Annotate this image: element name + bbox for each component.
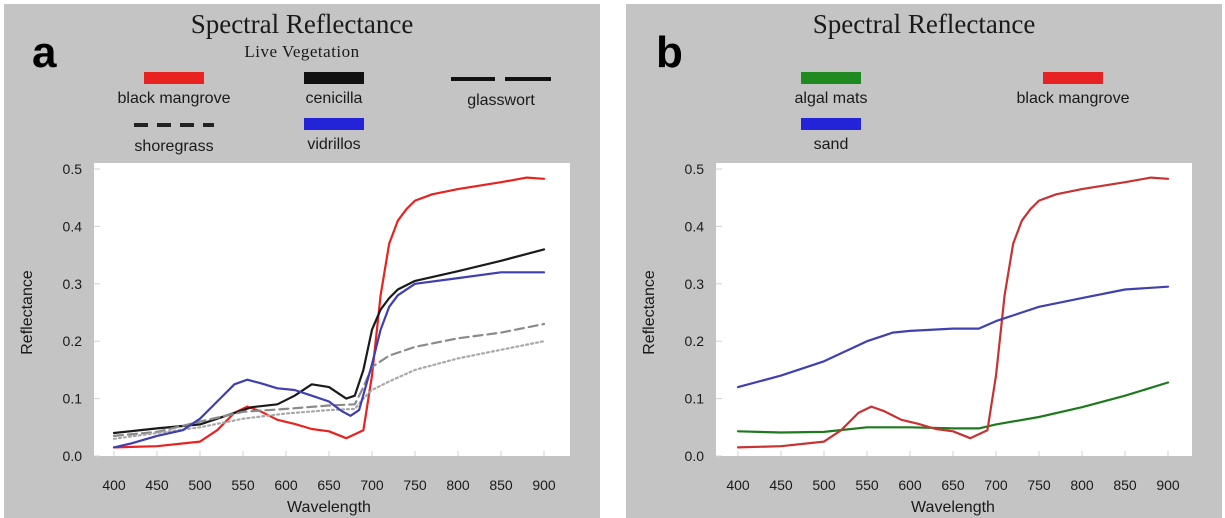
y-tick-label: 0.0 — [685, 448, 705, 464]
y-tick-label: 0.1 — [685, 391, 705, 407]
y-tick-label: 0.1 — [63, 391, 83, 407]
y-tick-label: 0.4 — [685, 218, 705, 234]
y-tick-label: 0.4 — [63, 218, 83, 234]
legend-item-glasswort: glasswort — [426, 72, 576, 110]
spectral-chart-b: 0.0 0.1 0.2 0.3 0.4 0.5 400 450 500 550 600 650 700 7… — [641, 161, 1192, 516]
x-tick-label: 900 — [1156, 477, 1180, 493]
series-line-black-mangrove — [112, 176, 546, 449]
y-axis-title: Reflectance — [19, 270, 36, 355]
legend-swatch — [451, 77, 551, 81]
tick-marks — [716, 168, 1169, 457]
x-tick-label: 900 — [532, 477, 556, 493]
y-tick-label: 0.5 — [63, 161, 83, 177]
legend-swatch — [801, 118, 861, 130]
legend-item-black-mangrove: black mangrove — [998, 72, 1148, 108]
chart-subtitle: Live Vegetation — [244, 42, 360, 61]
y-tick-label: 0.3 — [685, 276, 705, 292]
legend-item-cenicilla: cenicilla — [259, 72, 409, 108]
series-line-black-mangrove — [736, 176, 1170, 449]
series-line-shoregrass — [112, 340, 546, 440]
x-tick-label: 500 — [188, 477, 212, 493]
legend-swatch — [304, 72, 364, 84]
x-tick-label: 600 — [898, 477, 922, 493]
y-tick-label: 0.2 — [63, 333, 83, 349]
series-line-glasswort — [112, 322, 546, 437]
x-tick-label: 800 — [446, 477, 470, 493]
spectral-chart-a: 0.0 0.1 0.2 0.3 0.4 0.5 400 450 500 550 600 650 700 7… — [19, 161, 570, 516]
series-line-sand — [736, 285, 1170, 389]
x-tick-label: 400 — [102, 477, 126, 493]
y-tick-label: 0.5 — [685, 161, 705, 177]
x-axis-title: Wavelength — [287, 499, 371, 516]
legend-item-sand: sand — [756, 118, 906, 154]
plot-area — [716, 163, 1192, 456]
y-tick-label: 0.3 — [63, 276, 83, 292]
x-tick-label: 650 — [941, 477, 965, 493]
legend-swatch — [304, 118, 364, 130]
legend-item-algal-mats: algal mats — [756, 72, 906, 108]
legend-item-shoregrass: shoregrass — [99, 118, 249, 156]
series-line-algal-mats — [736, 381, 1170, 434]
legend-label: vidrillos — [307, 136, 361, 153]
x-tick-label: 550 — [231, 477, 255, 493]
legend-label: algal mats — [794, 90, 868, 107]
x-tick-label: 600 — [274, 477, 298, 493]
y-tick-label: 0.0 — [63, 448, 83, 464]
tick-marks — [94, 168, 545, 457]
x-tick-label: 750 — [1027, 477, 1051, 493]
chart-panel-a: Spectral Reflectance Live Vegetation a b… — [4, 4, 600, 518]
x-tick-label: 400 — [726, 477, 750, 493]
x-tick-label: 800 — [1070, 477, 1094, 493]
legend-swatch — [801, 72, 861, 84]
x-tick-label: 850 — [1113, 477, 1137, 493]
legend-label: sand — [813, 136, 849, 153]
x-tick-label: 450 — [145, 477, 169, 493]
legend-label: cenicilla — [305, 90, 363, 107]
x-tick-label: 700 — [360, 477, 384, 493]
legend-label: black mangrove — [1016, 90, 1130, 107]
legend-item-black-mangrove: black mangrove — [99, 72, 249, 108]
legend-swatch — [144, 72, 204, 84]
legend-swatch — [134, 123, 214, 127]
chart-panel-b: Spectral Reflectance b algal mats black … — [626, 4, 1222, 518]
plot-area — [94, 163, 570, 456]
x-tick-label: 700 — [984, 477, 1008, 493]
chart-title: Spectral Reflectance — [190, 9, 414, 39]
legend-label: glasswort — [467, 92, 535, 109]
x-tick-label: 650 — [317, 477, 341, 493]
series-line-vidrillos — [112, 271, 546, 449]
x-tick-label: 500 — [812, 477, 836, 493]
x-tick-label: 750 — [403, 477, 427, 493]
x-tick-label: 450 — [769, 477, 793, 493]
legend-label: black mangrove — [117, 90, 231, 107]
legend-label: shoregrass — [134, 138, 214, 155]
x-tick-label: 550 — [855, 477, 879, 493]
x-axis-title: Wavelength — [911, 499, 995, 516]
x-tick-label: 850 — [489, 477, 513, 493]
panel-letter: a — [32, 28, 57, 77]
y-tick-label: 0.2 — [685, 333, 705, 349]
legend-item-vidrillos: vidrillos — [259, 118, 409, 154]
legend-swatch — [1043, 72, 1103, 84]
y-axis-title: Reflectance — [641, 270, 658, 355]
panel-letter: b — [656, 28, 683, 77]
chart-title: Spectral Reflectance — [812, 9, 1036, 39]
